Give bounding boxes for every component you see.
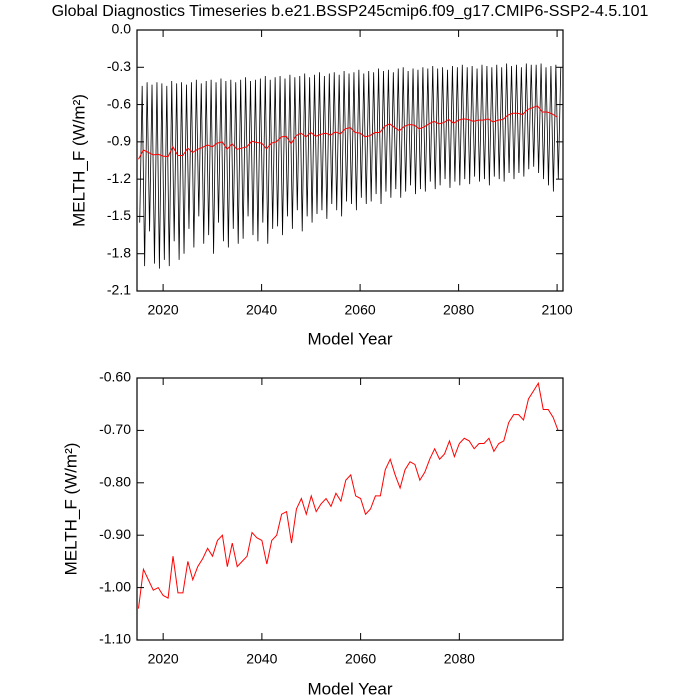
y-tick-label: -1.10 — [99, 631, 131, 647]
y-tick-label: -2.1 — [107, 282, 131, 298]
y-tick-label: -0.3 — [107, 58, 131, 74]
plot-frame — [136, 29, 564, 292]
y-axis-label: MELTH_F (W/m²) — [61, 443, 80, 576]
x-tick-label: 2040 — [246, 302, 277, 318]
y-tick-label: -1.5 — [107, 207, 131, 223]
data-line — [137, 381, 559, 609]
x-tick-label: 2100 — [542, 302, 573, 318]
y-tick-label: -0.9 — [107, 133, 131, 149]
data-line — [138, 105, 558, 160]
y-axis-label: MELTH_F (W/m²) — [69, 94, 88, 227]
y-tick-label: -1.00 — [99, 578, 131, 594]
x-tick-label: 2080 — [444, 651, 475, 667]
data-line — [139, 63, 562, 269]
y-tick-label: -0.80 — [99, 474, 131, 490]
x-tick-label: 2060 — [345, 651, 376, 667]
plot-frame — [136, 377, 564, 641]
y-tick-label: -0.90 — [99, 526, 131, 542]
x-tick-label: 2020 — [148, 651, 179, 667]
x-tick-label: 2040 — [246, 651, 277, 667]
y-tick-label: -0.60 — [99, 369, 131, 385]
y-tick-label: -0.70 — [99, 421, 131, 437]
y-tick-label: -1.8 — [107, 244, 131, 260]
chart-title: Global Diagnostics Timeseries b.e21.BSSP… — [52, 3, 649, 20]
y-tick-label: -1.2 — [107, 170, 131, 186]
x-axis-label: Model Year — [307, 679, 392, 698]
x-tick-label: 2060 — [345, 302, 376, 318]
x-tick-label: 2020 — [148, 302, 179, 318]
y-tick-label: -0.6 — [107, 95, 131, 111]
x-tick-label: 2080 — [443, 302, 474, 318]
x-axis-label: Model Year — [307, 329, 392, 348]
y-tick-label: 0.0 — [112, 21, 132, 37]
